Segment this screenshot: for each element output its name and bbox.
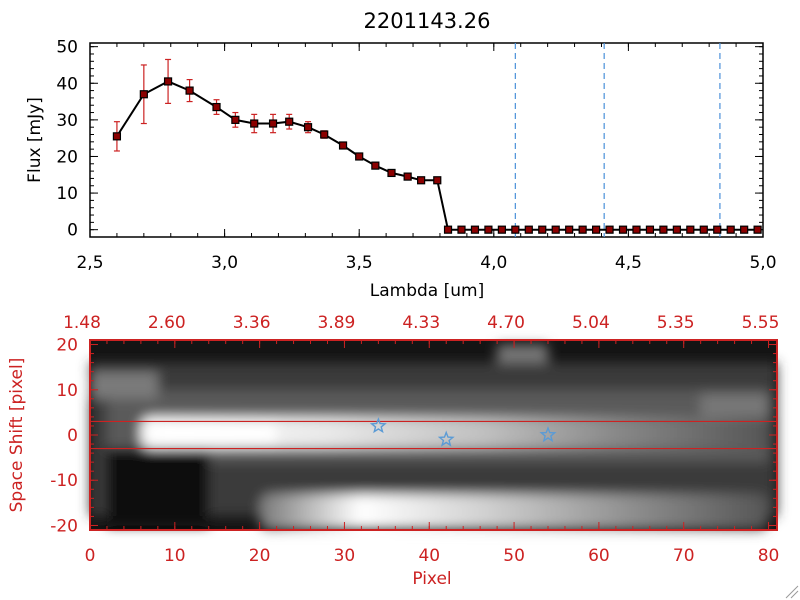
top-wavelength-label: 3.36 <box>233 313 271 333</box>
x-tick-label: 70 <box>673 546 695 566</box>
x-tick-label: 50 <box>503 546 525 566</box>
spectrum-peak <box>157 423 277 445</box>
data-point <box>163 77 173 86</box>
data-point <box>484 225 493 234</box>
data-point <box>578 225 587 234</box>
top-wavelength-label: 4.70 <box>487 313 525 333</box>
data-point <box>285 117 294 126</box>
y-tick-label: 30 <box>56 111 78 131</box>
x-tick-label: 40 <box>418 546 440 566</box>
x-tick-label: 4,0 <box>480 253 507 273</box>
bottom-xaxis-title: Pixel <box>412 569 451 589</box>
data-point <box>699 225 708 234</box>
x-tick-label: 3,5 <box>346 253 373 273</box>
data-point <box>497 225 506 234</box>
data-point <box>511 225 520 234</box>
data-point <box>433 176 442 185</box>
data-point <box>212 102 221 112</box>
x-tick-label: 0 <box>85 546 96 566</box>
top-wavelength-label: 4.33 <box>402 313 440 333</box>
heatmap-blob <box>90 371 158 399</box>
data-point <box>659 225 668 234</box>
x-tick-label: 10 <box>164 546 186 566</box>
top-wavelength-label: 5.35 <box>657 313 695 333</box>
data-point <box>753 225 762 234</box>
heatmap-dark-patch <box>106 448 209 526</box>
data-point <box>740 225 749 234</box>
top-yaxis-title: Flux [mJy] <box>25 97 45 183</box>
data-point <box>268 119 278 128</box>
data-point <box>112 132 122 141</box>
data-point <box>686 225 695 234</box>
top-wavelength-label: 5.55 <box>742 313 780 333</box>
x-tick-label: 4,5 <box>615 253 642 273</box>
heatmap-image <box>90 344 777 530</box>
bottom-plot: 0 10 20 30 40 50 60 70 80 -20 -10 0 10 20 1.48 2.60 3.36… <box>50 313 779 566</box>
heatmap-blob <box>700 394 769 417</box>
resize-grip-icon[interactable] <box>785 585 799 599</box>
top-wavelength-label: 2.60 <box>148 313 186 333</box>
data-point <box>231 115 240 124</box>
x-tick-label: 30 <box>334 546 356 566</box>
data-point <box>250 119 259 128</box>
star-marker-icon <box>539 426 557 443</box>
data-point <box>565 225 574 234</box>
top-wavelength-label: 1.48 <box>63 313 101 333</box>
data-point <box>645 225 655 234</box>
y-tick-label: 20 <box>56 147 78 167</box>
heatmap-blob <box>497 344 548 363</box>
data-point <box>591 225 601 234</box>
data-point <box>139 90 148 99</box>
data-point <box>726 225 735 234</box>
data-point <box>443 225 453 234</box>
top-plot: 2,5 3,0 3,5 4,0 4,5 5,0 0 10 20 30 40 50 <box>56 38 776 273</box>
data-point <box>417 176 426 185</box>
y-tick-label: 10 <box>56 381 78 401</box>
data-point <box>303 123 313 132</box>
top-xaxis-title: Lambda [um] <box>370 281 484 301</box>
data-point <box>338 141 348 150</box>
y-tick-label: 0 <box>67 426 78 446</box>
x-tick-label: 3,0 <box>211 253 238 273</box>
data-point <box>470 225 480 234</box>
x-tick-label: 60 <box>588 546 610 566</box>
top-plot-title: 2201143.26 <box>364 9 491 33</box>
data-point <box>185 86 194 95</box>
data-point <box>672 225 681 234</box>
top-plot-frame <box>89 42 764 238</box>
data-point <box>371 161 380 170</box>
star-marker-icon <box>369 417 387 434</box>
y-tick-label: 40 <box>56 74 78 94</box>
data-point <box>457 225 466 234</box>
y-tick-label: 0 <box>67 221 78 241</box>
spectrum-trace <box>140 416 769 449</box>
data-point <box>605 225 614 234</box>
y-tick-label: -20 <box>50 516 78 536</box>
y-tick-label: 20 <box>56 336 78 356</box>
x-tick-label: 2,5 <box>76 253 103 273</box>
data-point <box>387 168 396 178</box>
data-point <box>320 130 329 139</box>
secondary-trace <box>259 493 769 530</box>
y-tick-label: 10 <box>56 184 78 204</box>
data-point <box>524 225 533 234</box>
x-tick-label: 20 <box>249 546 271 566</box>
x-tick-label: 5,0 <box>749 253 776 273</box>
data-point <box>551 225 560 234</box>
data-point <box>713 225 722 234</box>
top-wavelength-label: 5.04 <box>572 313 610 333</box>
y-tick-label: 50 <box>56 38 78 58</box>
data-point <box>403 172 412 181</box>
bottom-yaxis-title: Space Shift [pixel] <box>7 358 27 513</box>
top-wavelength-label: 3.89 <box>318 313 356 333</box>
star-marker-icon <box>437 430 455 447</box>
data-point <box>355 152 364 161</box>
data-point <box>538 225 547 234</box>
y-tick-label: -10 <box>50 471 78 491</box>
x-tick-label: 80 <box>758 546 780 566</box>
data-point <box>632 225 641 234</box>
data-point <box>618 225 628 234</box>
